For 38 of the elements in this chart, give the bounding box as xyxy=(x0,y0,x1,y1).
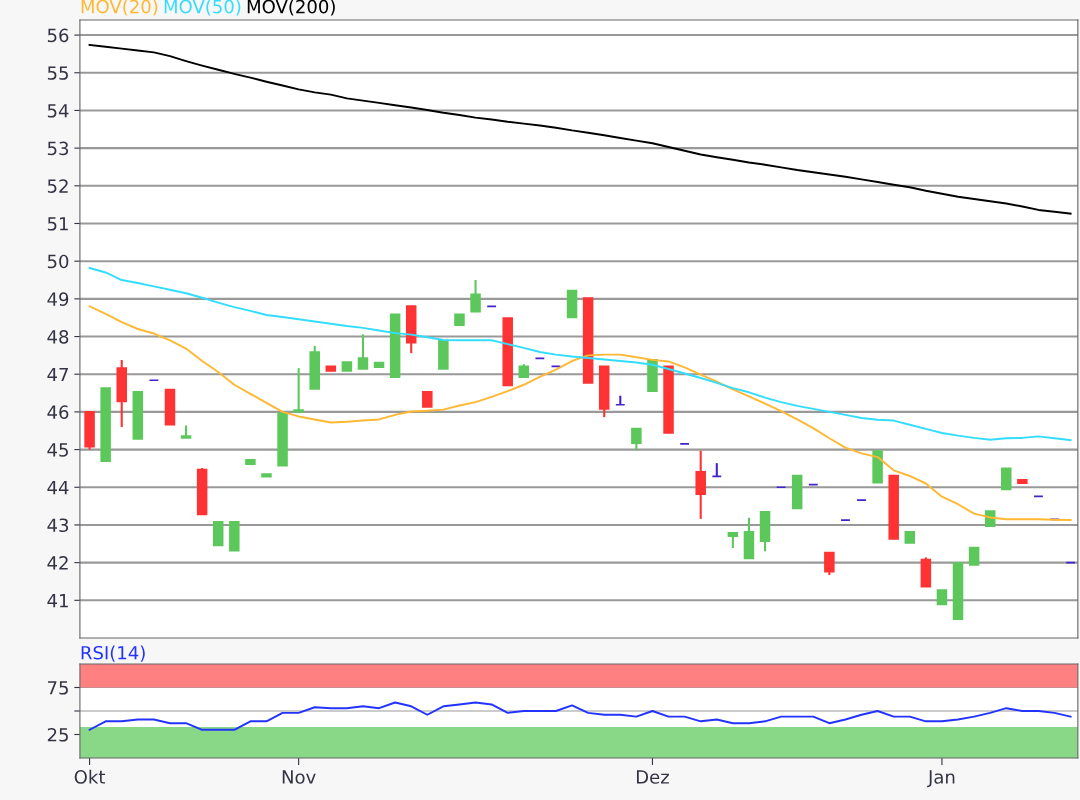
x-tick-label: Nov xyxy=(282,770,316,784)
y-tick-label: 55 xyxy=(47,66,68,80)
y-tick-label: 56 xyxy=(47,28,69,43)
y-tick-label: 45 xyxy=(47,443,68,457)
candlestick xyxy=(1001,467,1012,491)
x-tick-label: Dez xyxy=(636,770,669,784)
text: MOV(50) xyxy=(164,0,241,16)
y-tick-label: 49 xyxy=(47,292,69,306)
line-series xyxy=(88,266,1072,442)
y-tick-label: 53 xyxy=(47,141,69,156)
candlestick xyxy=(695,449,706,520)
line-series xyxy=(88,305,1072,522)
line-series xyxy=(88,701,1072,731)
candlestick xyxy=(293,367,304,413)
y-tick-label: 41 xyxy=(47,594,68,608)
y-tick-label: 47 xyxy=(47,367,68,382)
y-tick-label: 25 xyxy=(47,727,68,742)
text: MOV(200) xyxy=(247,0,335,16)
y-tick-label: 51 xyxy=(47,217,68,231)
chart-title: RSI(14) xyxy=(81,645,145,662)
y-tick-label: 50 xyxy=(47,254,69,269)
candlestick xyxy=(212,521,224,547)
candlestick xyxy=(470,278,481,313)
y-tick-label: 52 xyxy=(47,179,68,193)
y-tick-label: 75 xyxy=(48,681,68,695)
candlestick xyxy=(357,333,369,370)
candlestick xyxy=(631,427,642,452)
x-tick-label: Jan xyxy=(927,770,955,788)
y-tick-label: 48 xyxy=(47,330,69,344)
y-tick-label: 44 xyxy=(47,480,69,495)
x-tick-label: Okt xyxy=(74,769,106,784)
candlestick xyxy=(824,551,835,577)
y-tick-label: 43 xyxy=(47,518,69,533)
y-tick-label: 42 xyxy=(47,556,68,570)
y-tick-label: 54 xyxy=(47,104,69,118)
y-tick-label: 46 xyxy=(47,405,69,420)
text: MOV(20) xyxy=(81,0,158,16)
line-series xyxy=(88,43,1072,215)
